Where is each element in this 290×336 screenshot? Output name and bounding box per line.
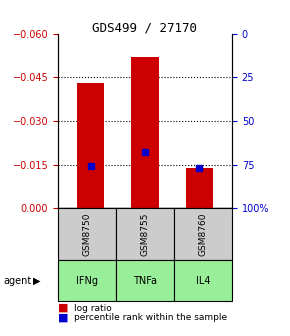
Text: ■: ■ [58, 303, 68, 313]
Bar [77, 83, 104, 208]
Bar [131, 57, 159, 208]
Bar [186, 168, 213, 208]
Text: GDS499 / 27170: GDS499 / 27170 [93, 22, 197, 35]
Text: log ratio: log ratio [74, 304, 112, 312]
Text: IFNg: IFNg [76, 276, 98, 286]
Text: agent: agent [3, 276, 31, 286]
Text: GSM8755: GSM8755 [140, 213, 150, 256]
Text: ■: ■ [58, 312, 68, 323]
Text: TNFa: TNFa [133, 276, 157, 286]
Text: ▶: ▶ [33, 276, 41, 286]
Text: percentile rank within the sample: percentile rank within the sample [74, 313, 227, 322]
Text: GSM8750: GSM8750 [82, 213, 92, 256]
Text: GSM8760: GSM8760 [198, 213, 208, 256]
Text: IL4: IL4 [196, 276, 210, 286]
